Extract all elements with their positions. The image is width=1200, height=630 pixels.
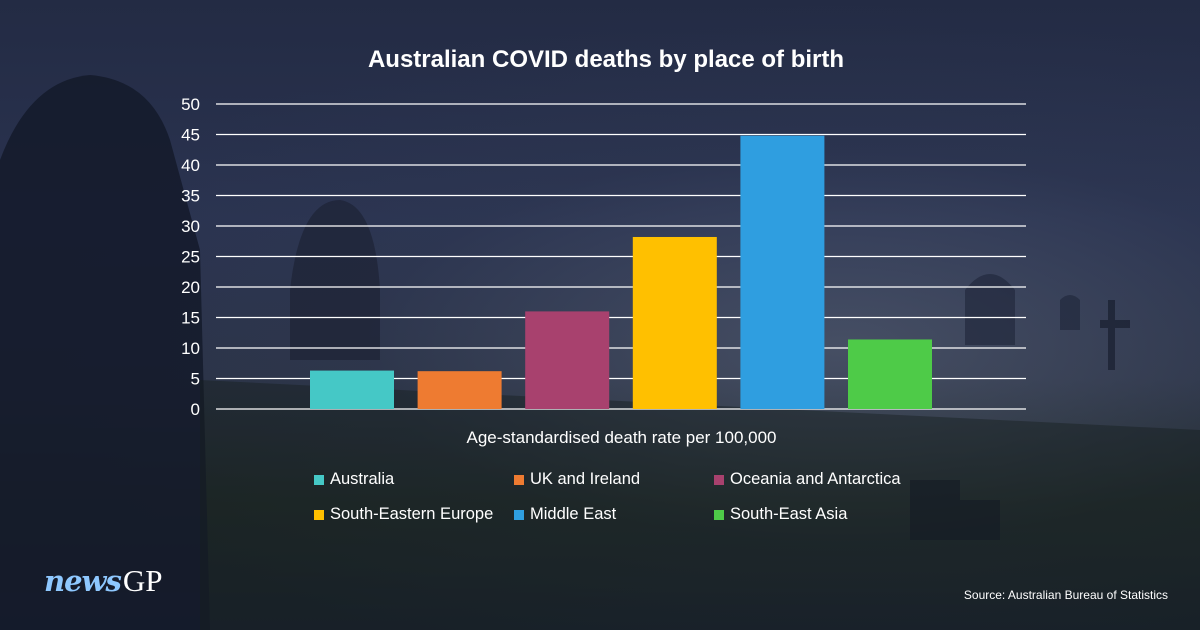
y-tick-label: 20	[181, 278, 200, 297]
y-tick-label: 50	[181, 95, 200, 114]
legend-label: Australia	[330, 470, 395, 488]
legend-item: Middle East	[514, 505, 616, 524]
legend-swatch	[314, 474, 324, 485]
legend-label: Middle East	[530, 505, 617, 523]
legend-item: UK and Ireland	[514, 470, 640, 489]
legend-swatch	[514, 474, 524, 485]
y-tick-label: 40	[181, 156, 200, 175]
bar-oceania-and-antarctica	[525, 311, 610, 409]
logo-news-text: news	[44, 564, 122, 598]
chart-title: Australian COVID deaths by place of birt…	[367, 46, 845, 73]
newsgp-logo: news GP	[44, 563, 162, 599]
y-tick-label: 35	[181, 187, 200, 206]
y-tick-label: 30	[181, 217, 200, 236]
legend-swatch	[714, 509, 724, 520]
legend-swatch	[714, 474, 724, 485]
legend-label: South-Eastern Europe	[330, 505, 494, 523]
y-tick-label: 0	[191, 400, 200, 419]
legend-item: South-East Asia	[714, 505, 847, 524]
legend-swatch	[314, 509, 324, 520]
legend-item: Oceania and Antarctica	[714, 470, 901, 489]
bar-middle-east	[740, 135, 825, 409]
bar-south-east-asia	[848, 339, 932, 409]
legend-item: South-Eastern Europe	[314, 505, 493, 524]
bar-south-eastern-europe	[632, 236, 717, 409]
logo-gp-text: GP	[122, 563, 163, 598]
y-tick-label: 45	[181, 126, 200, 145]
bar-uk-and-ireland	[417, 371, 502, 409]
y-tick-label: 10	[181, 339, 200, 358]
y-tick-label: 25	[181, 248, 200, 267]
legend-label: Oceania and Antarctica	[730, 470, 901, 488]
source-note: Source: Australian Bureau of Statistics	[963, 588, 1168, 602]
legend-label: South-East Asia	[730, 505, 848, 523]
x-axis-label: Age-standardised death rate per 100,000	[466, 428, 777, 447]
y-tick-label: 15	[181, 309, 200, 328]
y-tick-label: 5	[191, 370, 200, 389]
bar-australia	[310, 370, 394, 409]
legend-label: UK and Ireland	[530, 470, 641, 488]
legend-swatch	[514, 509, 524, 520]
legend-item: Australia	[314, 470, 394, 489]
